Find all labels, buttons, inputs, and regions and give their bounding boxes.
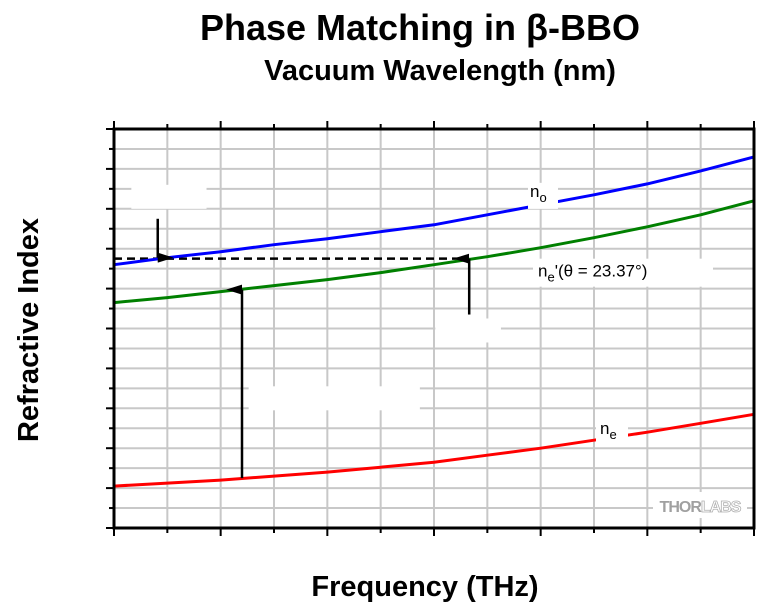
thorlabs-watermark: THORLABS <box>653 492 747 518</box>
watermark-light: LABS <box>701 499 742 516</box>
series-label-background <box>528 182 558 209</box>
series-label-2: ne <box>600 419 617 442</box>
series-label-main: n <box>600 419 609 438</box>
series-label-subscript: e <box>609 427 616 442</box>
ticks-group <box>106 121 755 536</box>
series-label-1: ne'(θ = 23.37°) <box>538 262 647 285</box>
series-group <box>113 155 755 488</box>
watermark-bold: THOR <box>660 499 703 516</box>
annotations-group <box>131 184 501 479</box>
annotation-background <box>248 386 420 411</box>
series-label-main: n <box>530 182 539 201</box>
series-label-main: n <box>538 262 547 281</box>
top-axis-title: Vacuum Wavelength (nm) <box>264 55 616 87</box>
series-label-subscript: o <box>539 190 546 205</box>
annotation-background <box>435 318 501 343</box>
series-line-0 <box>113 155 755 267</box>
annotation-background <box>131 184 207 209</box>
svg-text:THORLABS: THORLABS <box>660 499 742 516</box>
series-label-0: no <box>530 182 547 205</box>
y-axis-title: Refractive Index <box>13 218 45 442</box>
series-line-1 <box>113 199 755 305</box>
grid <box>114 129 754 528</box>
x-axis-title: Frequency (THz) <box>311 571 538 603</box>
series-label-subscript: e <box>547 270 554 285</box>
series-label-rest: '(θ = 23.37°) <box>555 262 648 281</box>
series-label-background <box>533 258 713 287</box>
chart-title: Phase Matching in β-BBO <box>200 7 640 48</box>
series-label-background <box>596 418 628 447</box>
series-line-2 <box>113 412 755 488</box>
